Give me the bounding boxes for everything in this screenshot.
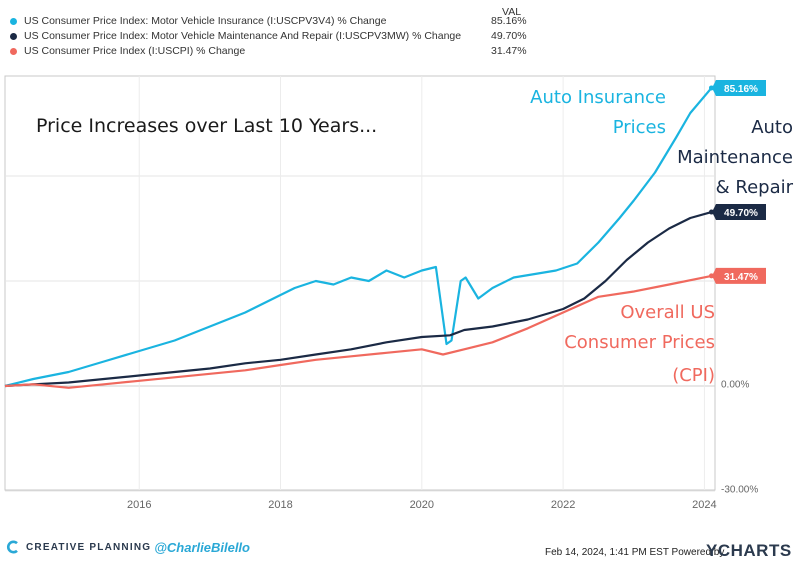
legend-label: US Consumer Price Index: Motor Vehicle I… bbox=[24, 15, 387, 27]
legend-item: US Consumer Price Index (I:USCPI) % Chan… bbox=[8, 44, 548, 59]
legend-item: US Consumer Price Index: Motor Vehicle I… bbox=[8, 14, 548, 29]
legend-dot-icon bbox=[10, 48, 17, 55]
value-badge bbox=[712, 204, 766, 221]
x-tick-label: 2024 bbox=[692, 499, 716, 511]
legend-dot-icon bbox=[10, 18, 17, 25]
brand-name: CREATIVE PLANNING bbox=[26, 541, 152, 553]
y-tick-label: 0.00% bbox=[721, 380, 749, 391]
plot-frame bbox=[4, 75, 716, 491]
legend-label: US Consumer Price Index (I:USCPI) % Chan… bbox=[24, 45, 246, 57]
legend-item: US Consumer Price Index: Motor Vehicle M… bbox=[8, 29, 548, 44]
legend-value: 49.70% bbox=[491, 30, 527, 42]
value-badge bbox=[712, 79, 766, 96]
series-annotation: Consumer Prices bbox=[564, 332, 715, 353]
chart-title: Price Increases over Last 10 Years... bbox=[36, 115, 377, 137]
legend-value: 85.16% bbox=[491, 15, 527, 27]
series-line-insurance bbox=[4, 87, 713, 388]
series-annotation: Maintenance bbox=[677, 147, 793, 168]
series-annotation: Auto Insurance bbox=[530, 87, 666, 108]
series-line-maintenance bbox=[4, 211, 712, 388]
legend-dot-icon bbox=[10, 33, 17, 40]
brand-footer: CREATIVE PLANNING @CharlieBilello bbox=[6, 535, 250, 559]
x-tick-label: 2022 bbox=[551, 499, 575, 511]
legend-value: 31.47% bbox=[491, 45, 527, 57]
creative-planning-logo-icon bbox=[7, 540, 18, 554]
series-annotation: Prices bbox=[613, 117, 666, 138]
x-tick-label: 2018 bbox=[268, 499, 292, 511]
series-annotation: Auto bbox=[751, 117, 793, 138]
series-annotation: (CPI) bbox=[672, 365, 715, 386]
value-badge bbox=[712, 267, 766, 284]
series-annotation: & Repair bbox=[716, 177, 794, 198]
series-line-cpi bbox=[4, 274, 712, 389]
author-handle: @CharlieBilello bbox=[154, 539, 250, 555]
value-badge-label: 85.16% bbox=[724, 84, 758, 95]
value-badge-label: 49.70% bbox=[724, 208, 758, 219]
x-tick-label: 2016 bbox=[127, 499, 151, 511]
y-tick-label: -30.00% bbox=[721, 485, 758, 496]
x-tick-label: 2020 bbox=[410, 499, 434, 511]
ycharts-logo: YCHARTS bbox=[706, 541, 792, 560]
timestamp: Feb 14, 2024, 1:41 PM EST Powered by bbox=[545, 547, 725, 558]
legend-label: US Consumer Price Index: Motor Vehicle M… bbox=[24, 30, 462, 42]
chart-legend: US Consumer Price Index: Motor Vehicle I… bbox=[8, 4, 548, 57]
legend-value-header: VAL bbox=[502, 6, 522, 18]
series-annotation: Overall US bbox=[620, 302, 715, 323]
value-badge-label: 31.47% bbox=[724, 272, 758, 283]
